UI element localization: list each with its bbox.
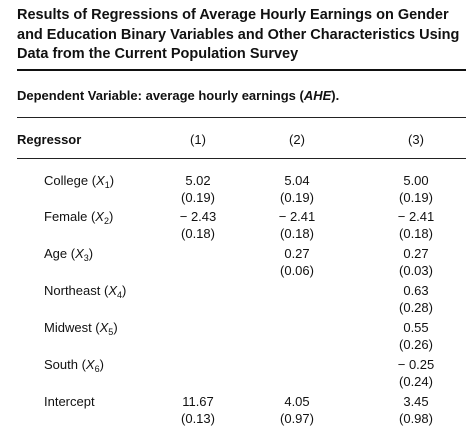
dependent-variable-abbr: AHE <box>303 88 332 103</box>
column-2-header: (2) <box>289 132 305 147</box>
table-row: Age (X3) 0.27 (0.06) 0.27 (0.03) <box>0 245 474 285</box>
table-row: Midwest (X5) 0.55 (0.26) <box>0 319 474 359</box>
regressor-label: Northeast (X4) <box>44 283 127 300</box>
header-top-rule <box>17 117 466 118</box>
estimate-cell: 3.45 (0.98) <box>399 394 433 426</box>
table-row: Female (X2) − 2.43 (0.18) − 2.41 (0.18) − … <box>0 208 474 248</box>
table-title: Results of Regressions of Average Hourly… <box>17 7 460 62</box>
estimate-cell: − 2.41 (0.18) <box>397 209 435 241</box>
table-row: South (X6) − 0.25 (0.24) <box>0 356 474 396</box>
estimate-cell: 4.05 (0.97) <box>280 394 314 426</box>
table-row: College (X1) 5.02 (0.19) 5.04 (0.19) 5.00(… <box>0 172 474 212</box>
table-row: Northeast (X4) 0.63 (0.28) <box>0 282 474 322</box>
dependent-variable-caption: Dependent Variable: average hourly earni… <box>17 88 339 104</box>
top-rule <box>17 69 466 71</box>
regressor-label: Intercept <box>44 394 95 409</box>
regressor-label: South (X6) <box>44 357 104 374</box>
regressor-column-header: Regressor <box>17 132 82 147</box>
column-1-header: (1) <box>190 132 206 147</box>
estimate-cell: 5.04 (0.19) <box>280 173 314 205</box>
estimate-cell: 0.27 (0.06) <box>280 246 314 278</box>
table-row: Intercept 11.67 (0.13) 4.05 (0.97) 3.45 (0.… <box>0 393 474 433</box>
regressor-label: Age (X3) <box>44 246 94 263</box>
regressor-label: College (X1) <box>44 173 115 190</box>
column-3-header: (3) <box>408 132 424 147</box>
estimate-cell: − 2.43 (0.18) <box>179 209 217 241</box>
regressor-label: Midwest (X5) <box>44 320 118 337</box>
estimate-cell: 0.27 (0.03) <box>399 246 433 278</box>
estimate-cell: − 0.25 (0.24) <box>397 357 435 389</box>
estimate-cell: 0.63 (0.28) <box>399 283 433 315</box>
dependent-variable-prefix: Dependent Variable: average hourly earni… <box>17 88 304 103</box>
estimate-cell: 5.00 (0.19) <box>399 173 433 205</box>
estimate-cell: 0.55 (0.26) <box>399 320 433 352</box>
estimate-cell: 11.67 (0.13) <box>181 394 215 426</box>
regressor-label: Female (X2) <box>44 209 114 226</box>
estimate-cell: − 2.41 (0.18) <box>278 209 316 241</box>
header-bottom-rule <box>17 158 466 159</box>
dependent-variable-suffix: ). <box>331 88 340 103</box>
estimate-cell: 5.02 (0.19) <box>181 173 215 205</box>
